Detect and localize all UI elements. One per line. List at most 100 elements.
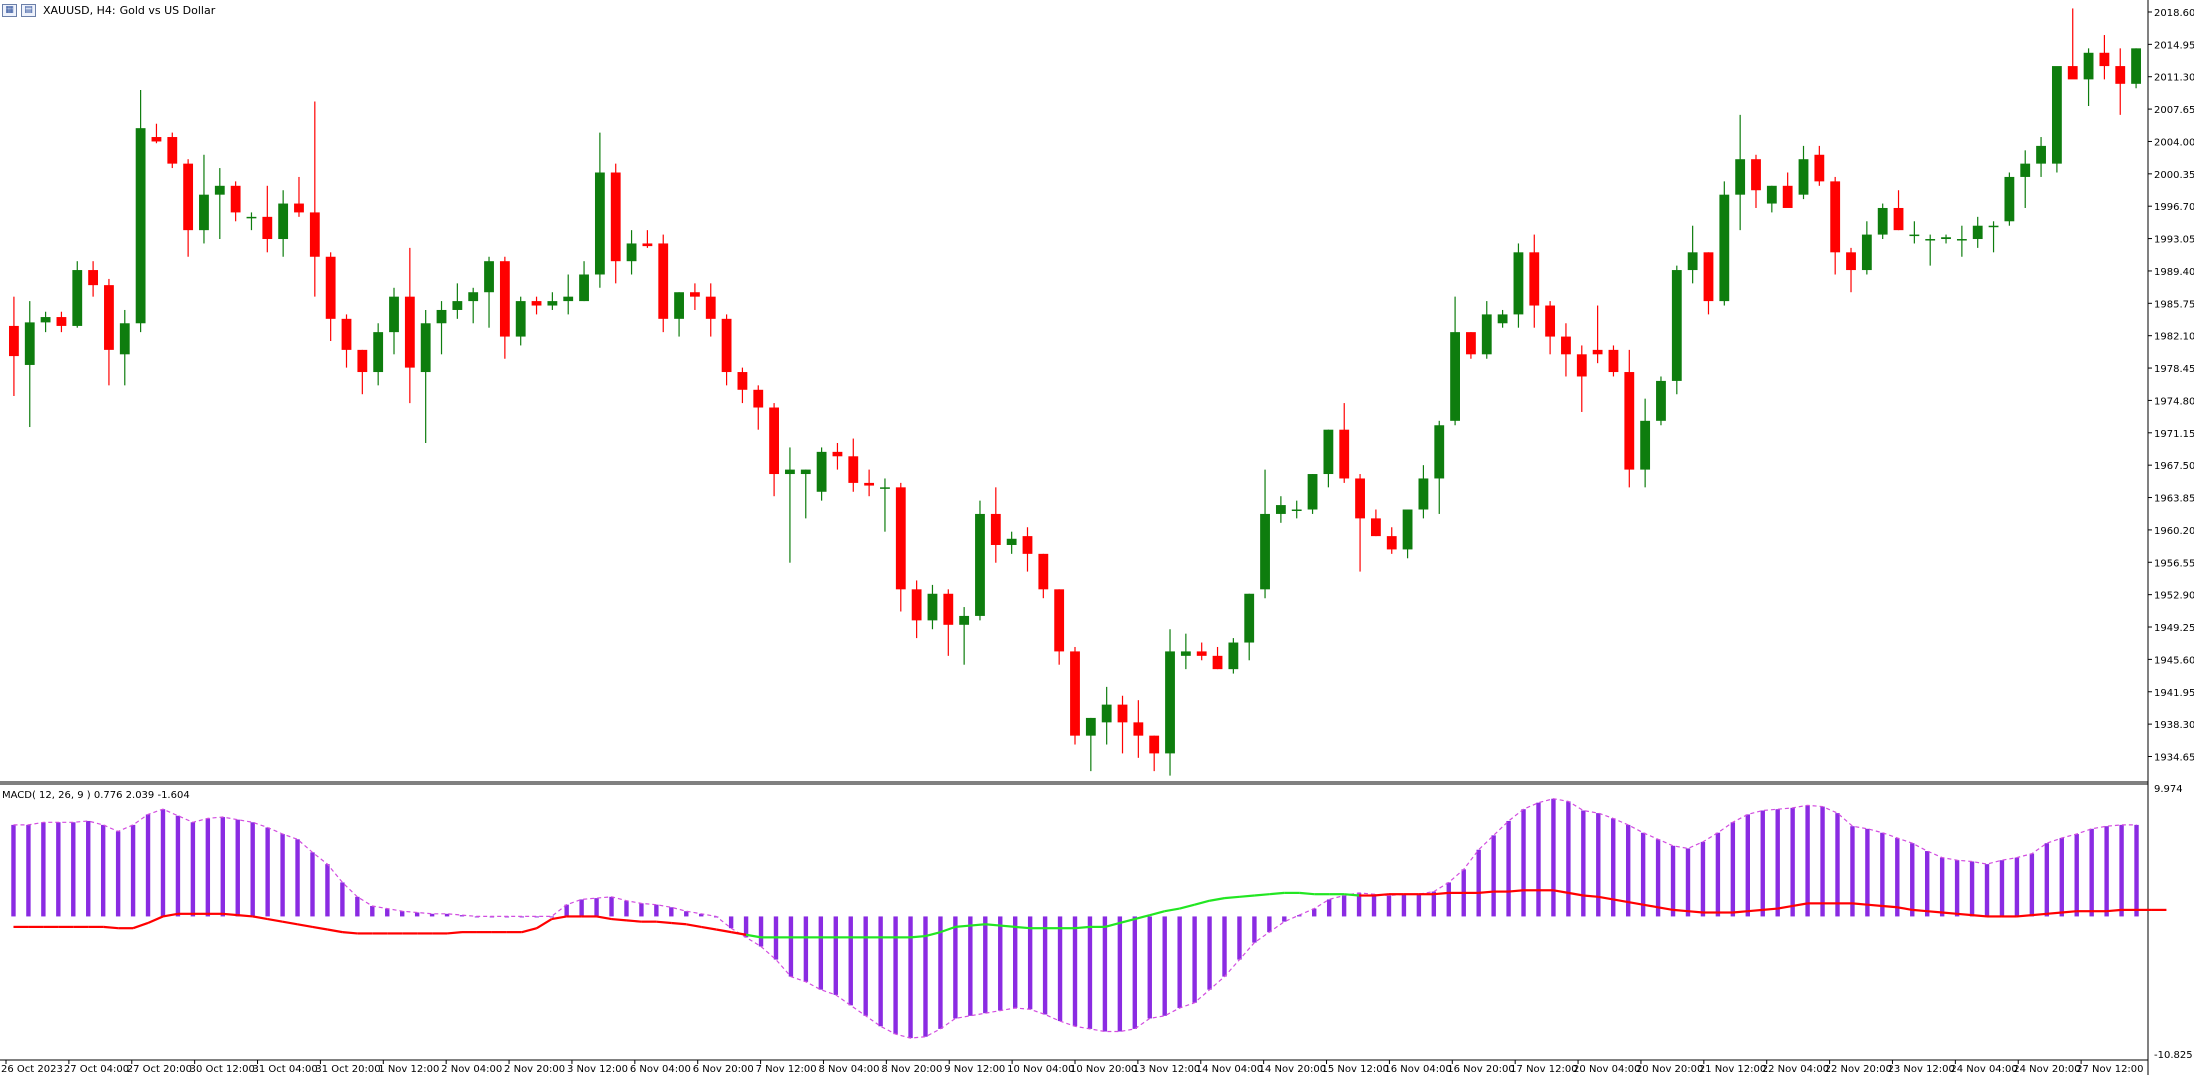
candle-body[interactable] [1481, 314, 1492, 355]
macd-histogram-bar[interactable] [429, 913, 435, 917]
macd-histogram-bar[interactable] [758, 916, 764, 947]
macd-histogram-bar[interactable] [1506, 820, 1511, 917]
candle-body[interactable] [674, 292, 684, 319]
macd-histogram-bar[interactable] [1252, 916, 1257, 943]
macd-histogram-bar[interactable] [534, 916, 539, 918]
macd-histogram-bar[interactable] [654, 904, 659, 917]
candle-body[interactable] [1656, 380, 1666, 421]
macd-histogram-bar[interactable] [145, 814, 151, 917]
macd-histogram-bar[interactable] [893, 916, 898, 1035]
macd-histogram-bar[interactable] [1984, 864, 1990, 917]
candle-body[interactable] [1101, 704, 1112, 723]
macd-histogram-bar[interactable] [803, 916, 809, 982]
candle-body[interactable] [104, 285, 114, 350]
macd-histogram-bar[interactable] [938, 916, 943, 1029]
macd-histogram-bar[interactable] [370, 905, 375, 917]
macd-histogram-bar[interactable] [1536, 802, 1541, 917]
macd-histogram-bar[interactable] [1910, 843, 1915, 917]
macd-histogram-bar[interactable] [1416, 894, 1422, 917]
macd-histogram-bar[interactable] [325, 864, 330, 917]
macd-histogram-bar[interactable] [115, 831, 121, 917]
candle-body[interactable] [262, 216, 273, 240]
candle-body[interactable] [1133, 722, 1144, 736]
macd-histogram-bar[interactable] [175, 815, 181, 917]
candle-body[interactable] [1925, 239, 1936, 241]
candle-body[interactable] [1466, 332, 1476, 355]
candle-body[interactable] [1275, 505, 1286, 514]
macd-histogram-bar[interactable] [1685, 848, 1691, 917]
candle-body[interactable] [1592, 349, 1603, 355]
macd-histogram-bar[interactable] [1775, 809, 1780, 917]
macd-histogram-bar[interactable] [1670, 845, 1676, 917]
macd-histogram-bar[interactable] [1117, 916, 1123, 1032]
candle-body[interactable] [151, 137, 162, 142]
candle-body[interactable] [135, 128, 146, 324]
candle-body[interactable] [1719, 194, 1730, 302]
candle-body[interactable] [373, 332, 384, 373]
candle-body[interactable] [1861, 234, 1872, 271]
candle-body[interactable] [1117, 704, 1128, 723]
candle-body[interactable] [1846, 252, 1856, 271]
candle-body[interactable] [1766, 185, 1777, 204]
macd-histogram-bar[interactable] [953, 916, 958, 1019]
candle-body[interactable] [642, 243, 653, 247]
candle-body[interactable] [880, 487, 890, 489]
candle-body[interactable] [1529, 252, 1540, 306]
macd-histogram-bar[interactable] [1835, 813, 1840, 917]
candle-body[interactable] [1877, 207, 1888, 235]
macd-histogram-bar[interactable] [1865, 828, 1870, 917]
macd-histogram-bar[interactable] [1431, 891, 1437, 917]
candle-body[interactable] [294, 203, 304, 213]
candle-body[interactable] [547, 301, 558, 306]
macd-histogram-bar[interactable] [1162, 916, 1167, 1016]
macd-histogram-bar[interactable] [1969, 861, 1975, 917]
candle-body[interactable] [1307, 474, 1318, 510]
macd-histogram-bar[interactable] [459, 915, 465, 917]
macd-histogram-bar[interactable] [2044, 843, 2050, 917]
candle-body[interactable] [436, 309, 447, 324]
macd-histogram-bar[interactable] [1476, 849, 1481, 917]
macd-histogram-bar[interactable] [1925, 851, 1930, 917]
macd-histogram-bar[interactable] [1850, 826, 1855, 917]
candle-body[interactable] [610, 172, 621, 262]
macd-histogram-bar[interactable] [71, 822, 76, 917]
candle-body[interactable] [800, 469, 811, 475]
candle-body[interactable] [56, 317, 67, 326]
candle-body[interactable] [1988, 225, 1999, 228]
candle-body[interactable] [9, 325, 19, 357]
candle-body[interactable] [1956, 239, 1967, 241]
macd-histogram-bar[interactable] [818, 916, 824, 990]
candle-body[interactable] [484, 261, 494, 293]
macd-histogram-bar[interactable] [1371, 894, 1377, 917]
candle-body[interactable] [2004, 176, 2015, 222]
candle-body[interactable] [658, 243, 669, 319]
macd-histogram-bar[interactable] [609, 896, 614, 917]
candle-body[interactable] [278, 203, 289, 240]
macd-histogram-bar[interactable] [833, 916, 838, 995]
macd-histogram-bar[interactable] [1042, 916, 1048, 1015]
macd-histogram-bar[interactable] [1611, 818, 1616, 917]
macd-histogram-bar[interactable] [1282, 916, 1287, 922]
macd-histogram-bar[interactable] [1745, 814, 1750, 917]
macd-histogram-bar[interactable] [1057, 916, 1063, 1022]
macd-histogram-bar[interactable] [1267, 916, 1272, 933]
macd-histogram-bar[interactable] [1222, 916, 1227, 977]
macd-histogram-bar[interactable] [1954, 860, 1960, 917]
candle-body[interactable] [1402, 509, 1413, 550]
macd-histogram-bar[interactable] [1237, 916, 1242, 960]
macd-histogram-bar[interactable] [340, 882, 345, 917]
macd-histogram-bar[interactable] [414, 912, 420, 917]
candle-body[interactable] [24, 322, 35, 365]
chart-icon[interactable]: ▤ [21, 3, 36, 17]
macd-histogram-bar[interactable] [1177, 916, 1182, 1008]
macd-histogram-bar[interactable] [848, 916, 853, 1006]
macd-histogram-bar[interactable] [564, 904, 569, 917]
candle-body[interactable] [246, 216, 257, 219]
macd-histogram-bar[interactable] [250, 822, 255, 917]
macd-histogram-bar[interactable] [235, 819, 240, 917]
candle-body[interactable] [325, 256, 336, 319]
macd-histogram-bar[interactable] [1072, 916, 1078, 1027]
macd-histogram-bar[interactable] [2029, 853, 2035, 917]
candle-body[interactable] [72, 270, 83, 326]
macd-histogram-bar[interactable] [56, 822, 61, 917]
